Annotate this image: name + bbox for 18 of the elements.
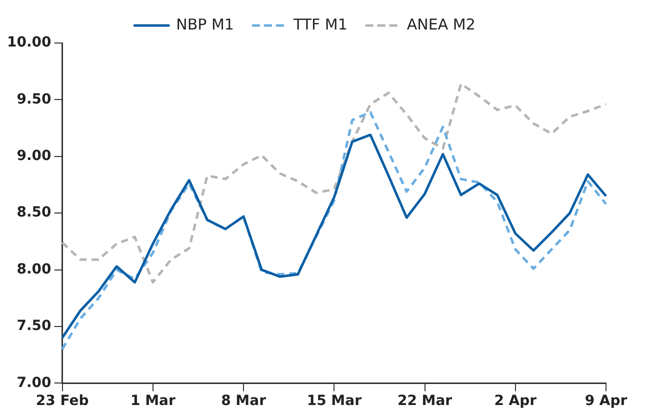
x-tick-label: 23 Feb: [36, 393, 89, 410]
x-tick-label: 1 Mar: [130, 393, 176, 410]
legend-label: ANEA M2: [406, 15, 476, 34]
line-series: [61, 82, 608, 284]
x-tick-label: 9 Apr: [584, 393, 628, 410]
y-tick-label: 8.50: [16, 204, 52, 221]
legend-label: NBP M1: [176, 15, 234, 34]
x-tick-label: 2 Apr: [494, 393, 537, 410]
y-tick-label: 9.50: [16, 91, 52, 108]
x-tick-label: 22 Mar: [397, 393, 452, 410]
y-tick-label: 7.00: [16, 374, 52, 391]
y-tick-label: 7.50: [16, 318, 52, 334]
x-tick-label: 8 Mar: [221, 393, 266, 410]
legend-label: TTF M1: [292, 15, 348, 34]
y-tick-label: 9.00: [16, 148, 52, 164]
x-tick-label: 15 Mar: [306, 393, 362, 410]
y-tick-label: 8.00: [16, 261, 52, 278]
y-tick-label: 10.00: [6, 34, 52, 51]
